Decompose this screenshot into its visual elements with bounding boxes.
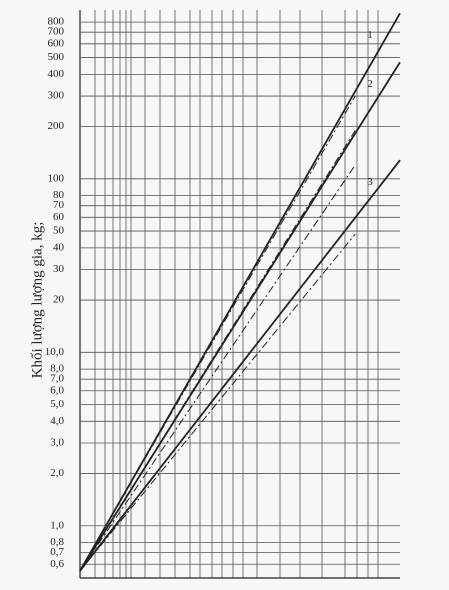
series-label: 1: [367, 29, 373, 41]
y-tick-label: 7,0: [50, 373, 64, 385]
series-label: 3: [367, 176, 373, 188]
series-line: [79, 12, 401, 572]
y-tick-label: 40: [53, 241, 65, 253]
vertical-grid: [94, 10, 379, 578]
y-tick-label: 6,0: [50, 384, 64, 396]
y-tick-label: 4,0: [50, 415, 64, 427]
y-tick-label: 800: [48, 16, 65, 28]
y-tick-label: 1,0: [50, 519, 64, 531]
y-tick-label: 0,6: [50, 558, 64, 570]
y-tick-label: 70: [53, 199, 65, 211]
series-line: [79, 159, 401, 572]
y-tick-label: 80: [53, 189, 65, 201]
y-tick-label: 0,8: [50, 536, 64, 548]
y-tick-label: 5,0: [50, 398, 64, 410]
series-line: [79, 61, 401, 572]
y-tick-label: 8,0: [50, 363, 64, 375]
y-tick-label: 20: [53, 294, 65, 306]
y-tick-label: 50: [53, 225, 65, 237]
y-tick-label: 30: [53, 263, 65, 275]
y-tick-label: 0,7: [50, 546, 64, 558]
dashed-line: [79, 164, 356, 572]
y-tick-label: 300: [48, 90, 65, 102]
y-tick-label: 200: [48, 120, 65, 132]
y-tick-label: 600: [48, 37, 65, 49]
series-label: 2: [367, 78, 373, 90]
y-tick-label: 60: [53, 211, 65, 223]
y-tick-label: 700: [48, 26, 65, 38]
y-axis-label: Khối lượng lượng gia, kg;: [29, 222, 45, 379]
y-tick-label: 400: [48, 68, 65, 80]
y-tick-label: 2,0: [50, 467, 64, 479]
y-tick-label: 10,0: [45, 346, 65, 358]
y-tick-label: 3,0: [50, 437, 64, 449]
y-tick-label: 500: [48, 51, 65, 63]
y-tick-label: 100: [48, 172, 65, 184]
